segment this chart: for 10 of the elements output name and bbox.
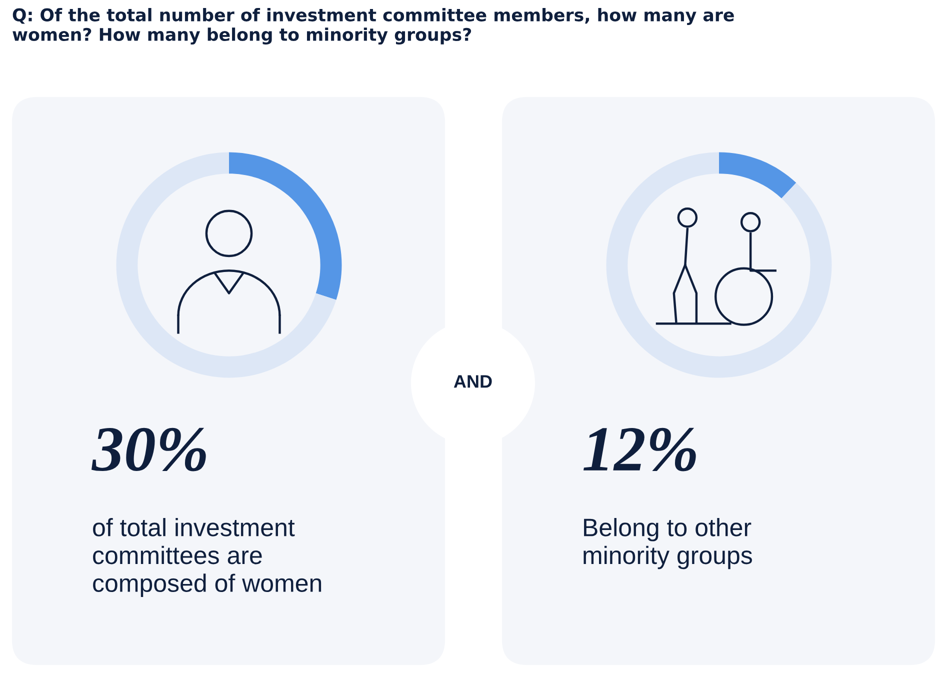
text: 30% — [92, 428, 206, 472]
donut-slice — [229, 152, 342, 300]
donut-slice — [606, 152, 832, 378]
text: 12% — [583, 428, 696, 472]
text: of total investment committees are composed of women — [93, 518, 322, 597]
text: Q: Of the total number of investment committee members, how many are women? How many belong to minority groups? — [12, 8, 734, 45]
text: Belong to other minority groups — [584, 518, 752, 570]
text: AND — [454, 375, 492, 388]
donut-slice — [116, 152, 336, 378]
donut-slice — [719, 152, 796, 198]
